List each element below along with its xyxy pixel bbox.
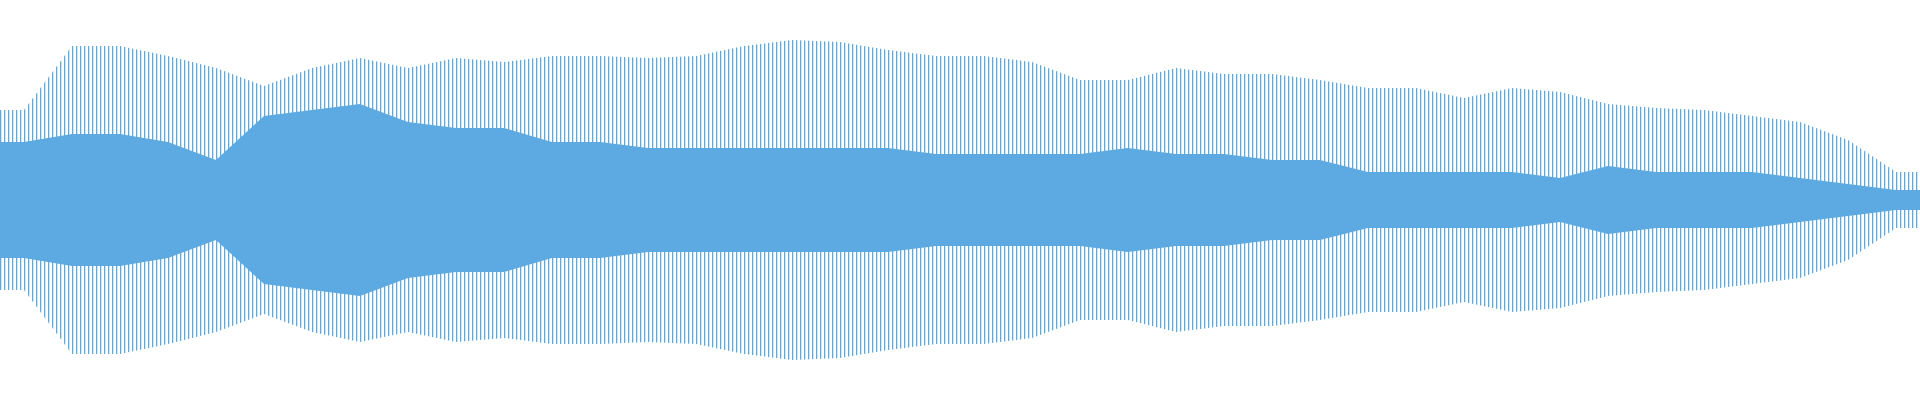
rms-core [288, 107, 336, 293]
rms-core [48, 134, 96, 266]
rms-core [480, 128, 528, 272]
rms-core [1152, 151, 1200, 249]
rms-core [624, 145, 672, 255]
rms-core [192, 138, 240, 262]
rms-core [1440, 172, 1488, 228]
rms-core [576, 142, 624, 258]
rms-core [1296, 160, 1344, 240]
rms-core [1872, 187, 1920, 213]
rms-core [1536, 172, 1584, 228]
rms-core [672, 148, 720, 252]
rms-core [816, 148, 864, 252]
rms-core [864, 148, 912, 252]
rms-core [768, 148, 816, 252]
rms-core [1680, 172, 1728, 228]
rms-core [0, 138, 48, 262]
rms-core [144, 138, 192, 262]
rms-core [96, 134, 144, 266]
rms-core [1344, 166, 1392, 234]
rms-core [1008, 154, 1056, 246]
rms-core [1248, 157, 1296, 243]
rms-core [1584, 166, 1632, 234]
rms-core [1200, 154, 1248, 246]
rms-core [1488, 172, 1536, 228]
rms-core [432, 125, 480, 275]
rms-core [1824, 181, 1872, 219]
rms-core [240, 113, 288, 287]
rms-core [960, 154, 1008, 246]
rms-core [1728, 172, 1776, 228]
rms-core [912, 151, 960, 249]
rms-core [720, 148, 768, 252]
rms-core [1104, 148, 1152, 252]
rms-core [1392, 172, 1440, 228]
rms-core [528, 135, 576, 265]
rms-core [1632, 169, 1680, 231]
rms-core [336, 104, 384, 296]
rms-core [1056, 151, 1104, 249]
rms-core [384, 113, 432, 287]
rms-core [1776, 175, 1824, 225]
